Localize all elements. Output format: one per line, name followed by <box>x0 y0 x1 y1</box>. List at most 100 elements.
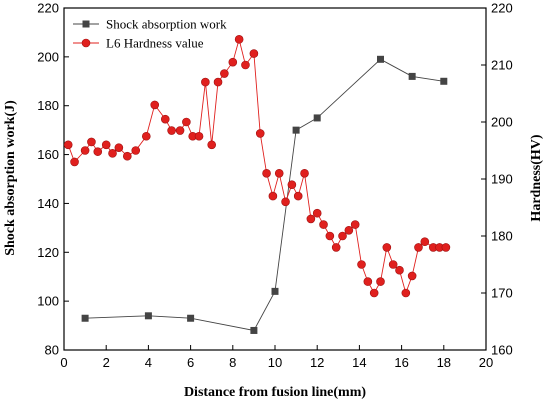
data-point <box>250 326 258 334</box>
y-right-tick-label: 180 <box>491 229 513 244</box>
data-point <box>382 243 392 252</box>
y-left-tick-label: 200 <box>37 49 59 64</box>
series-layer <box>63 35 451 334</box>
data-point <box>395 265 404 275</box>
data-point <box>357 260 366 269</box>
data-point <box>293 191 303 201</box>
series-line <box>67 37 446 295</box>
data-point <box>63 140 73 150</box>
data-point <box>249 49 259 58</box>
data-point <box>70 157 79 167</box>
data-point <box>377 55 384 63</box>
data-point <box>268 191 278 201</box>
y-axis-left-title: Shock absorption work(J) <box>3 100 18 256</box>
data-point <box>131 146 141 155</box>
data-point <box>331 243 341 252</box>
y-right-tick-label: 170 <box>491 286 513 301</box>
data-point <box>420 237 430 246</box>
data-point <box>80 146 90 155</box>
data-point <box>440 77 448 85</box>
data-point <box>414 243 423 252</box>
data-point <box>160 114 170 124</box>
data-point <box>350 220 360 229</box>
data-point <box>234 35 244 44</box>
data-point <box>369 288 379 298</box>
data-point <box>376 277 385 286</box>
y-left-tick-label: 180 <box>37 98 59 113</box>
y-right-tick-label: 210 <box>491 58 513 73</box>
data-point <box>306 214 316 224</box>
x-tick-label: 6 <box>187 355 194 370</box>
data-point <box>338 231 347 241</box>
data-point <box>213 77 223 87</box>
x-tick-label: 10 <box>268 355 282 370</box>
data-point <box>292 126 300 134</box>
x-tick-label: 8 <box>229 355 236 370</box>
y-left-tick-label: 160 <box>37 147 59 162</box>
data-point <box>300 169 309 178</box>
data-point <box>114 143 124 152</box>
legend-marker <box>81 38 91 48</box>
legend-label: L6 Hardness value <box>106 36 204 51</box>
x-tick-label: 14 <box>352 355 366 370</box>
x-tick-label: 18 <box>437 355 451 370</box>
ticks-layer: 0 2 4 6 8 10 12 14 16 18 20 80 100 120 140 160 180 200 220… <box>37 1 512 371</box>
data-point <box>274 169 284 178</box>
y-right-tick-label: 220 <box>491 1 513 16</box>
data-point <box>150 100 160 110</box>
data-point <box>187 314 195 322</box>
data-point <box>312 208 322 218</box>
data-point <box>93 147 103 156</box>
legend-marker <box>82 20 90 28</box>
data-point <box>175 126 185 135</box>
data-point <box>241 60 250 70</box>
x-axis-title: Distance from fusion line(mm) <box>184 385 366 400</box>
x-tick-label: 20 <box>479 355 493 370</box>
data-point <box>262 169 271 178</box>
y-left-tick-label: 80 <box>45 343 59 358</box>
data-point <box>81 314 89 322</box>
data-point <box>363 277 373 286</box>
data-point <box>144 312 152 320</box>
data-point <box>123 151 132 161</box>
plot-frame <box>63 7 487 351</box>
y-right-tick-label: 200 <box>491 115 513 130</box>
x-tick-label: 16 <box>394 355 408 370</box>
y-right-tick-label: 190 <box>491 172 513 187</box>
legend-label: Shock absorption work <box>106 17 227 32</box>
data-point <box>271 287 279 295</box>
y-left-tick-label: 220 <box>37 1 59 16</box>
data-point <box>220 69 229 78</box>
data-point <box>167 126 176 135</box>
y-left-tick-label: 120 <box>37 245 59 260</box>
data-point <box>108 149 117 158</box>
data-point <box>325 231 335 241</box>
data-point <box>401 288 411 298</box>
data-point <box>344 226 354 235</box>
data-point <box>319 220 328 229</box>
data-point <box>407 271 417 281</box>
data-point <box>313 114 321 122</box>
data-point <box>228 57 238 67</box>
x-tick-label: 4 <box>145 355 152 370</box>
data-point <box>408 72 416 80</box>
y-left-tick-label: 100 <box>37 294 59 309</box>
data-point <box>441 243 451 252</box>
data-point <box>201 77 210 87</box>
x-tick-label: 0 <box>60 355 67 370</box>
data-point <box>255 129 265 138</box>
legend: Shock absorption work L6 Hardness value <box>73 17 227 51</box>
y-axis-right-title: Hardness(HV) <box>529 134 544 221</box>
y-right-tick-label: 160 <box>491 343 513 358</box>
data-point <box>287 180 297 189</box>
y-left-tick-label: 140 <box>37 196 59 211</box>
data-point <box>281 197 290 207</box>
data-point <box>87 137 96 147</box>
data-point <box>182 117 191 127</box>
data-point <box>207 140 216 150</box>
x-tick-label: 12 <box>310 355 324 370</box>
series-line <box>85 58 444 332</box>
data-point <box>194 131 204 141</box>
data-point <box>388 260 398 269</box>
